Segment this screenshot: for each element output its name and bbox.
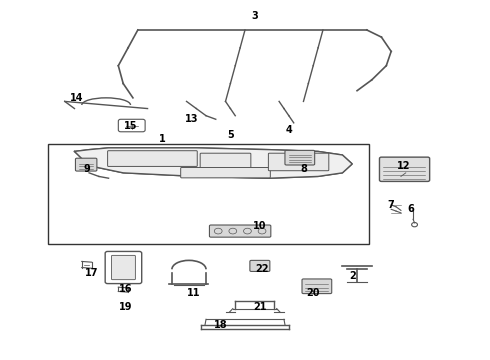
FancyBboxPatch shape — [209, 225, 271, 237]
Text: 21: 21 — [253, 302, 267, 312]
Polygon shape — [74, 148, 352, 178]
FancyBboxPatch shape — [108, 151, 197, 166]
Text: 4: 4 — [286, 125, 292, 135]
FancyBboxPatch shape — [250, 260, 270, 271]
Bar — [48, 144, 369, 244]
Text: 3: 3 — [251, 11, 258, 21]
Text: 17: 17 — [85, 268, 98, 278]
Text: 19: 19 — [119, 302, 132, 312]
Text: 12: 12 — [396, 161, 410, 171]
FancyBboxPatch shape — [302, 279, 332, 294]
Text: 1: 1 — [159, 134, 166, 144]
Text: 22: 22 — [255, 264, 269, 274]
FancyBboxPatch shape — [75, 158, 97, 171]
Text: 14: 14 — [70, 93, 84, 103]
Text: 10: 10 — [253, 221, 267, 231]
Text: 13: 13 — [185, 114, 198, 124]
FancyBboxPatch shape — [181, 167, 270, 178]
FancyBboxPatch shape — [379, 157, 430, 181]
Text: 6: 6 — [407, 203, 414, 213]
Text: 20: 20 — [306, 288, 320, 297]
Text: 18: 18 — [214, 320, 227, 330]
Text: 15: 15 — [124, 121, 137, 131]
FancyBboxPatch shape — [112, 255, 135, 280]
Text: 2: 2 — [349, 271, 356, 282]
Text: 9: 9 — [83, 164, 90, 174]
FancyBboxPatch shape — [118, 119, 145, 132]
Text: 7: 7 — [388, 200, 394, 210]
FancyBboxPatch shape — [285, 150, 315, 165]
Text: 8: 8 — [300, 164, 307, 174]
FancyBboxPatch shape — [269, 153, 329, 171]
Text: 11: 11 — [187, 288, 200, 297]
FancyBboxPatch shape — [200, 153, 251, 171]
FancyBboxPatch shape — [105, 251, 142, 284]
Text: 16: 16 — [119, 284, 132, 294]
Text: 5: 5 — [227, 130, 234, 140]
